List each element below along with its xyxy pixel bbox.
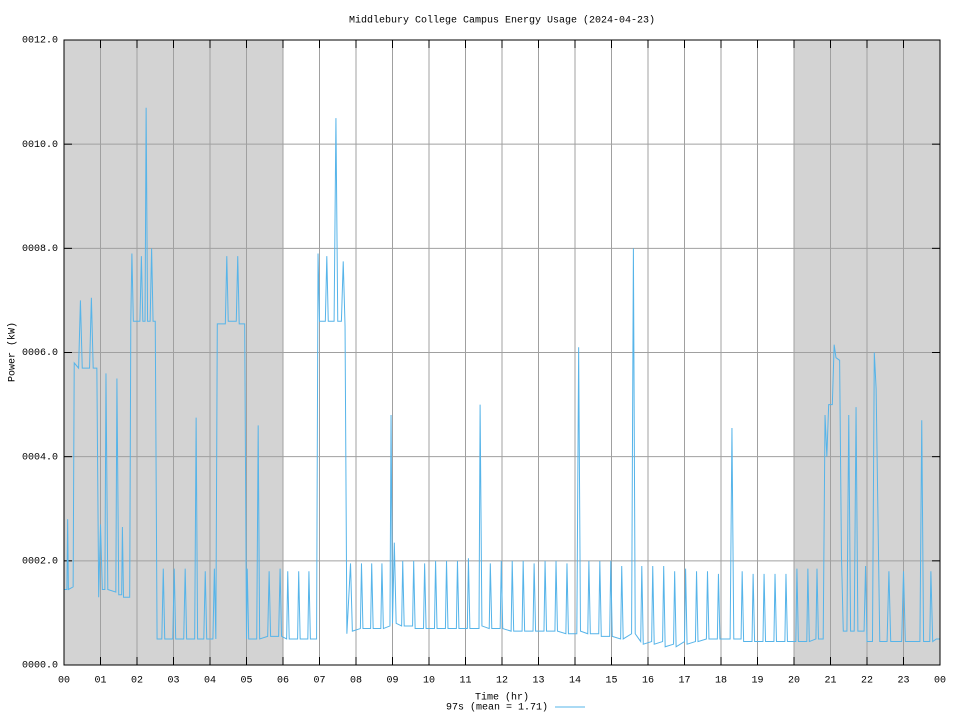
x-tick-label: 17: [678, 676, 690, 687]
x-tick-label: 10: [423, 676, 435, 687]
x-tick-label: 21: [824, 676, 836, 687]
x-tick-label: 05: [240, 676, 252, 687]
y-axis-label: Power (kW): [7, 322, 19, 382]
x-tick-label: 15: [605, 676, 617, 687]
x-tick-label: 06: [277, 676, 289, 687]
x-tick-label: 19: [751, 676, 763, 687]
chart-title: Middlebury College Campus Energy Usage (…: [349, 15, 655, 27]
x-tick-label: 22: [861, 676, 873, 687]
x-tick-label: 20: [788, 676, 800, 687]
x-tick-label: 23: [897, 676, 909, 687]
y-tick-label: 0008.0: [22, 244, 58, 255]
y-tick-label: 0006.0: [22, 348, 58, 359]
x-tick-label: 02: [131, 676, 143, 687]
x-tick-label: 07: [313, 676, 325, 687]
x-tick-label: 12: [496, 676, 508, 687]
y-tick-label: 0012.0: [22, 36, 58, 47]
x-tick-label: 11: [459, 676, 471, 687]
y-tick-label: 0010.0: [22, 140, 58, 151]
x-tick-label: 00: [58, 676, 70, 687]
x-tick-label: 00: [934, 676, 946, 687]
x-tick-label: 14: [569, 676, 581, 687]
x-axis-label: Time (hr): [475, 692, 529, 704]
legend: 97s (mean = 1.71): [446, 702, 585, 714]
x-tick-label: 08: [350, 676, 362, 687]
x-tick-label: 01: [94, 676, 106, 687]
x-tick-label: 16: [642, 676, 654, 687]
x-tick-label: 03: [167, 676, 179, 687]
y-tick-label: 0004.0: [22, 452, 58, 463]
plot-frame: [63, 39, 941, 666]
series-line: [64, 107, 940, 648]
x-tick-label: 04: [204, 676, 216, 687]
x-tick-label: 09: [386, 676, 398, 687]
x-tick-label: 13: [532, 676, 544, 687]
legend-label: 97s (mean = 1.71): [446, 702, 548, 714]
data-layer: [64, 107, 940, 648]
y-tick-label: 0002.0: [22, 556, 58, 567]
y-tick-label: 0000.0: [22, 661, 58, 672]
x-tick-label: 18: [715, 676, 727, 687]
